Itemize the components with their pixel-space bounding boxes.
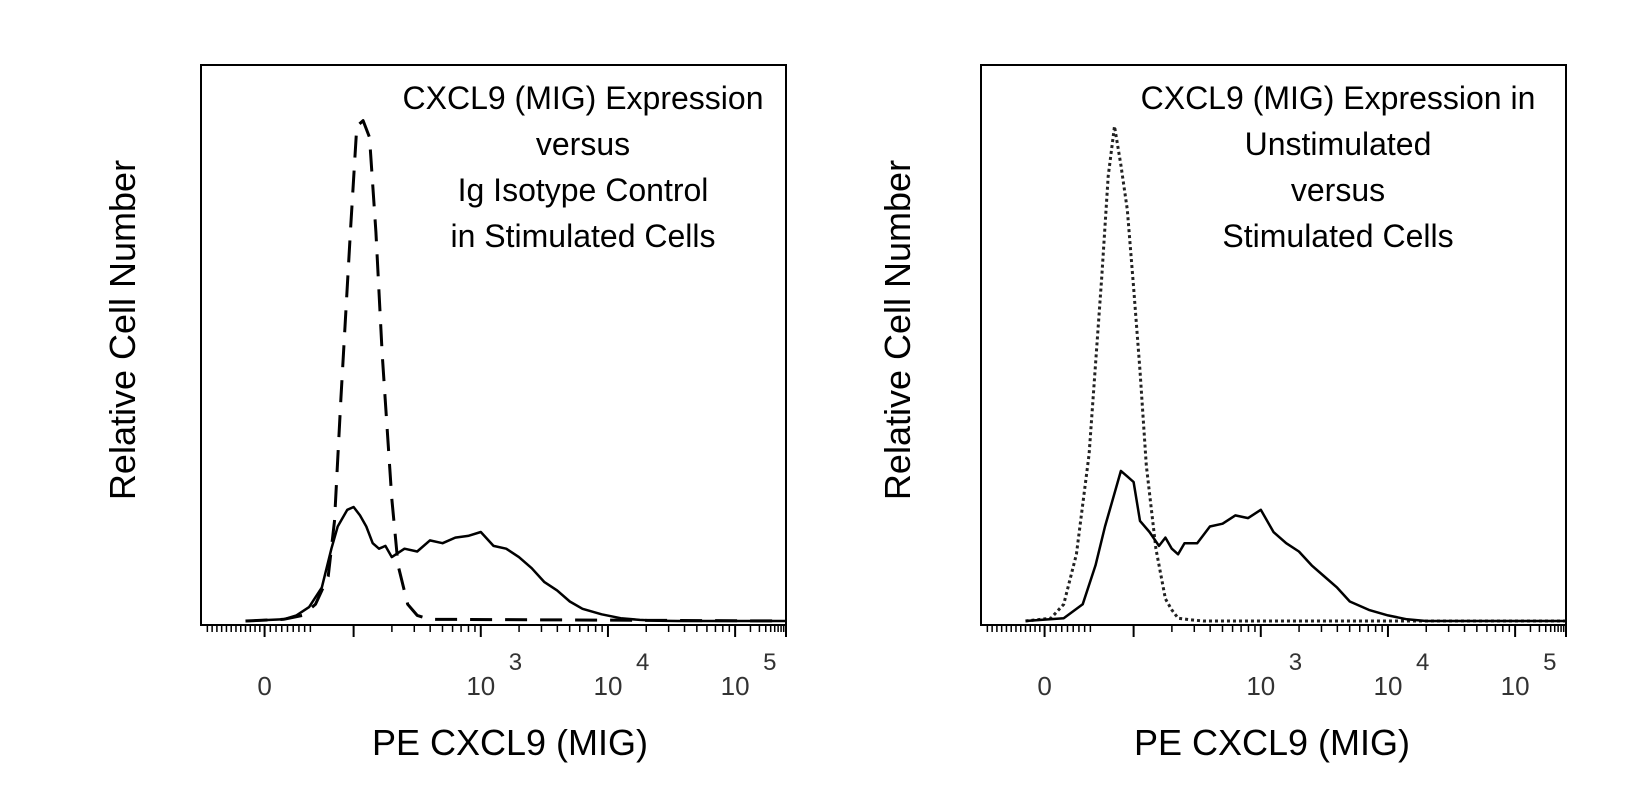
x-axis-ticks	[206, 625, 787, 637]
plot-frame	[200, 64, 787, 626]
x-tick-labels: 0 10 3 10 4 10 5	[257, 649, 776, 701]
x-tick-label: 0	[257, 671, 271, 701]
annotation-line-4: Stimulated Cells	[1222, 218, 1453, 254]
x-tick-label-exponent: 3	[1289, 649, 1302, 676]
histogram-panel-left: 0 10 3 10 4 10 5 CXCL9 (MIG) Expression versus…	[102, 64, 787, 763]
x-tick-label-exponent: 4	[636, 649, 649, 676]
annotation-line-2: versus	[536, 126, 630, 162]
annotation-line-3: Ig Isotype Control	[458, 172, 709, 208]
x-tick-label: 10	[466, 671, 495, 701]
x-tick-label: 10	[721, 671, 750, 701]
x-tick-label-exponent: 5	[1543, 649, 1556, 676]
plot-frame	[980, 64, 1567, 626]
annotation-line-1: CXCL9 (MIG) Expression	[403, 80, 764, 116]
figure-background	[65, 30, 1585, 765]
y-axis-label: Relative Cell Number	[102, 160, 143, 500]
x-axis-label: PE CXCL9 (MIG)	[372, 722, 648, 763]
x-tick-label: 0	[1037, 671, 1051, 701]
x-tick-label-exponent: 5	[763, 649, 776, 676]
series-line-ig-isotype-control	[245, 119, 787, 623]
x-axis-label: PE CXCL9 (MIG)	[1134, 722, 1410, 763]
series-group	[245, 119, 787, 623]
series-group	[1025, 124, 1566, 623]
x-tick-label: 10	[1501, 671, 1530, 701]
series-line-stimulated	[1025, 469, 1566, 623]
annotation-line-3: versus	[1291, 172, 1385, 208]
y-axis-label: Relative Cell Number	[877, 160, 918, 500]
x-tick-label-exponent: 3	[509, 649, 522, 676]
annotation-line-1: CXCL9 (MIG) Expression in	[1141, 80, 1536, 116]
annotation-line-4: in Stimulated Cells	[451, 218, 716, 254]
x-tick-label-exponent: 4	[1416, 649, 1429, 676]
annotation-line-2: Unstimulated	[1245, 126, 1432, 162]
x-tick-label: 10	[593, 671, 622, 701]
series-line-unstimulated	[1025, 124, 1566, 623]
histogram-panel-right: 0 10 3 10 4 10 5 CXCL9 (MIG) Expression in Uns…	[877, 64, 1567, 763]
x-tick-labels: 0 10 3 10 4 10 5	[1037, 649, 1556, 701]
x-tick-label: 10	[1246, 671, 1275, 701]
x-axis-ticks	[986, 625, 1567, 637]
series-line-cxcl9-mig-stimulated	[245, 505, 786, 623]
x-tick-label: 10	[1373, 671, 1402, 701]
